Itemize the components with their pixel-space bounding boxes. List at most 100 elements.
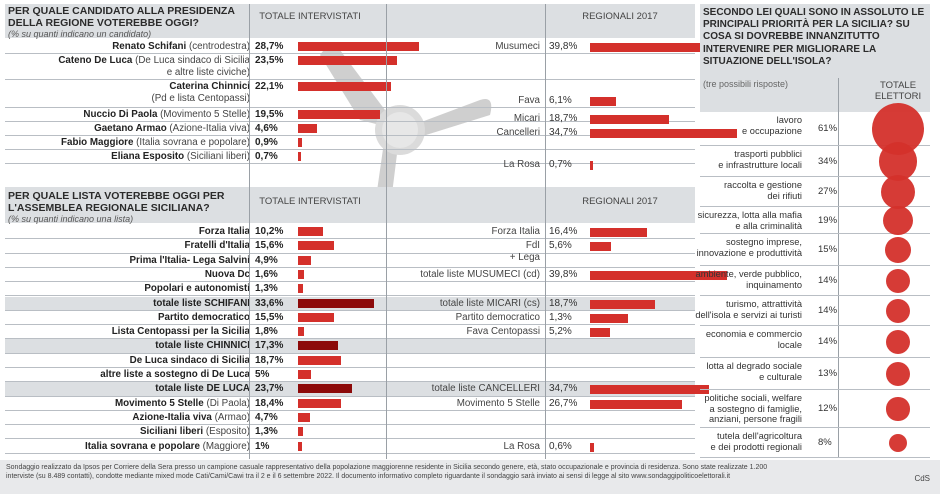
priority-label-line: sicurezza, lotta alla mafia	[697, 210, 802, 220]
priority-label: lavoro e occupazione	[742, 115, 802, 136]
candidate-bar	[298, 110, 381, 119]
regionali-2017-label: La Rosa	[503, 159, 541, 170]
candidates-col-2017: REGIONALI 2017	[575, 11, 665, 22]
lists-subtitle: (% su quanti indicano una lista)	[8, 214, 134, 224]
regionali-2017-value: 18,7%	[549, 297, 578, 309]
priority-value: 61%	[818, 123, 838, 134]
priority-row: ambiente, verde pubblico, inquinamento 14%	[696, 266, 930, 296]
candidate-bar	[298, 152, 301, 161]
list-label: Azione-Italia viva (Armao)	[132, 412, 250, 424]
list-value: 4,7%	[255, 411, 278, 423]
regionali-2017-label: Micari	[513, 113, 540, 124]
candidate-value: 28,7%	[255, 41, 284, 52]
list-name: Fratelli d'Italia	[184, 240, 250, 252]
candidate-note: (Italia sovrana e popolare)	[133, 137, 250, 148]
priority-bubble	[883, 206, 913, 236]
regionali-2017-bar	[590, 161, 593, 170]
regionali-2017-label: totale liste CANCELLERI	[431, 383, 540, 395]
priority-label: lotta al degrado sociale e culturale	[706, 361, 802, 382]
footer-line-1: Sondaggio realizzato da Ipsos per Corrie…	[6, 464, 768, 471]
list-note: (Maggiore)	[199, 440, 250, 452]
list-name: totale liste SCHIFANI	[153, 297, 250, 309]
regionali-2017-value: 34,7%	[549, 127, 578, 138]
list-label: Popolari e autonomisti	[144, 283, 250, 295]
list-row: Forza Italia 10,2%	[5, 225, 695, 240]
priority-value: 12%	[818, 403, 838, 414]
list-bar	[298, 284, 303, 294]
regionali-2017-value: 34,7%	[549, 383, 578, 395]
lists-col-totale: TOTALE INTERVISTATI	[255, 196, 365, 207]
priorities-title: SECONDO LEI QUALI SONO IN ASSOLUTO LE PR…	[703, 7, 925, 67]
list-bar	[298, 384, 353, 394]
candidate-note: (Pd e lista Centopassi)	[151, 93, 250, 104]
list-label: Movimento 5 Stelle (Di Paola)	[115, 398, 250, 410]
priority-label: tutela dell'agricoltura e dei prodotti re…	[711, 431, 802, 452]
divider	[249, 4, 250, 459]
regionali-2017-value: 39,8%	[549, 268, 578, 280]
priority-label-line: lotta al degrado sociale	[706, 361, 802, 371]
divider	[386, 4, 387, 459]
list-value: 1,6%	[255, 268, 278, 280]
priority-bubble	[886, 397, 910, 421]
priority-value: 14%	[818, 305, 838, 316]
regionali-2017-label: La Rosa	[503, 440, 541, 452]
priority-row: tutela dell'agricoltura e dei prodotti re…	[700, 428, 930, 458]
list-name: Siciliani liberi	[140, 426, 204, 438]
regionali-2017-label: Musumeci	[495, 41, 540, 52]
list-bar	[298, 327, 304, 337]
priority-label-line: e culturale	[759, 371, 802, 382]
priority-label: sicurezza, lotta alla mafia e alla crimin…	[698, 210, 802, 231]
list-bar	[298, 441, 303, 451]
col-label: TOTALE ELETTORI	[874, 80, 922, 102]
priority-bubble	[885, 237, 911, 263]
priority-row: lotta al degrado sociale e culturale 13%	[700, 358, 930, 390]
regionali-2017-bar	[590, 442, 595, 452]
regionali-2017-label: totale liste MICARI (cs)	[439, 297, 540, 309]
priority-label-line: lavoro	[776, 115, 802, 125]
regionali-2017-bar	[590, 385, 710, 395]
lists-col-2017: REGIONALI 2017	[575, 196, 665, 207]
list-row: Popolari e autonomisti 1,3%	[5, 282, 695, 297]
priority-value: 8%	[818, 437, 832, 448]
priority-row: politiche sociali, welfare a sostegno di …	[700, 390, 930, 428]
list-label: totale liste SCHIFANI	[153, 298, 250, 310]
priority-label-line: sostegno imprese,	[726, 237, 802, 247]
priority-label-line: e dei prodotti regionali	[710, 441, 802, 452]
priority-label-line: ambiente, verde pubblico,	[695, 269, 802, 279]
list-bar	[298, 312, 335, 322]
list-label: totale liste DE LUCA	[155, 383, 250, 395]
list-row: Movimento 5 Stelle (Di Paola) 18,4%	[5, 397, 695, 411]
priority-bubble	[880, 174, 916, 210]
priority-label-line: dei rifiuti	[767, 190, 802, 201]
priorities-col-header: TOTALE ELETTORI	[868, 80, 928, 102]
regionali-2017-label: Partito democratico	[455, 311, 540, 323]
priority-label: trasporti pubblici e infrastrutture local…	[718, 149, 802, 170]
list-value: 23,7%	[255, 383, 284, 395]
candidate-value: 4,6%	[255, 123, 278, 134]
priority-label-line: a sostegno di famiglie,	[709, 403, 802, 414]
regionali-2017-label: totale liste MUSUMECI (cd)	[420, 268, 540, 280]
list-row: Partito democratico 15,5%	[5, 311, 695, 326]
priority-label: politiche sociali, welfare a sostegno di …	[704, 393, 802, 425]
list-label: Partito democratico	[158, 312, 250, 324]
list-bar	[298, 355, 342, 365]
list-value: 17,3%	[255, 340, 284, 352]
priorities-subtitle: (tre possibili risposte)	[703, 79, 789, 89]
candidate-name: Eliana Esposito	[111, 151, 185, 162]
regionali-2017-bar	[590, 228, 648, 237]
candidate-value: 0,9%	[255, 137, 278, 148]
priority-label: ambiente, verde pubblico, inquinamento	[696, 269, 802, 290]
priority-bubble	[885, 361, 910, 386]
list-bar	[298, 255, 311, 265]
list-value: 1,8%	[255, 326, 278, 338]
source-label: CdS	[914, 474, 930, 483]
list-row: Siciliani liberi (Esposito) 1,3%	[5, 425, 695, 440]
candidate-label: Nuccio Di Paola (Movimento 5 Stelle)	[83, 109, 250, 121]
list-value: 10,2%	[255, 226, 284, 237]
list-name: totale liste DE LUCA	[155, 383, 250, 395]
regionali-2017-bar	[590, 43, 759, 52]
regionali-2017-value: 16,4%	[549, 226, 578, 237]
list-value: 15,5%	[255, 311, 284, 323]
list-value: 1%	[255, 440, 270, 452]
priority-label-line: dell'isola e servizi ai turisti	[695, 309, 802, 320]
